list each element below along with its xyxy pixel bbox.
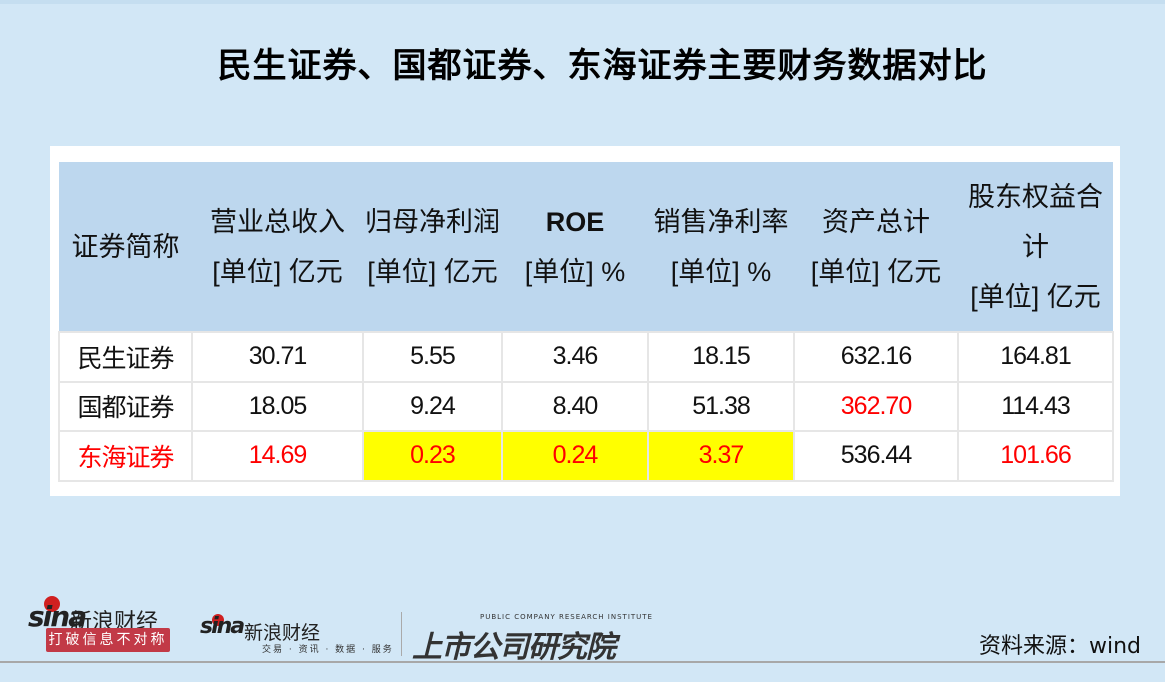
cell-value-emphasis: 362.70	[793, 380, 959, 432]
cell-value: 8.40	[501, 380, 649, 432]
financial-comparison-table: 证券简称 营业总收入 [单位] 亿元 归母净利润 [单位] 亿元 ROE [单位] %…	[58, 162, 1114, 482]
institute-logo-subtitle: PUBLIC COMPANY RESEARCH INSTITUTE	[480, 613, 653, 621]
bottom-divider	[0, 661, 1165, 663]
header-revenue: 营业总收入 [单位] 亿元	[192, 162, 363, 332]
cell-value-highlight: 3.37	[647, 430, 795, 482]
table-row: 国都证券 18.05 9.24 8.40 51.38 362.70 114.43	[58, 380, 1114, 432]
header-total-assets: 资产总计 [单位] 亿元	[794, 162, 958, 332]
table-panel: 证券简称 营业总收入 [单位] 亿元 归母净利润 [单位] 亿元 ROE [单位] %…	[50, 146, 1120, 496]
table-header-row: 证券简称 营业总收入 [单位] 亿元 归母净利润 [单位] 亿元 ROE [单位] %…	[59, 162, 1113, 332]
header-net-margin: 销售净利率 [单位] %	[648, 162, 794, 332]
cell-value-highlight: 0.24	[501, 430, 649, 482]
cell-name: 国都证券	[58, 380, 193, 432]
cell-value: 164.81	[957, 331, 1114, 383]
cell-name-emphasis: 东海证券	[58, 430, 193, 482]
cell-value-emphasis: 101.66	[957, 430, 1114, 482]
cell-value-highlight: 0.23	[362, 430, 503, 482]
cell-name: 民生证券	[58, 331, 193, 383]
header-roe: ROE [单位] %	[502, 162, 648, 332]
table-row: 东海证券 14.69 0.23 0.24 3.37 536.44 101.66	[58, 430, 1114, 482]
top-border	[0, 0, 1165, 4]
institute-logo: 上市公司研究院	[412, 630, 616, 665]
sina-eye-icon	[212, 614, 224, 626]
sina-eye-icon	[44, 596, 60, 612]
cell-value: 632.16	[793, 331, 959, 383]
header-net-profit: 归母净利润 [单位] 亿元	[363, 162, 502, 332]
table-row: 民生证券 30.71 5.55 3.46 18.15 632.16 164.81	[58, 331, 1114, 383]
cell-value: 30.71	[191, 331, 364, 383]
header-name: 证券简称	[59, 162, 192, 332]
cell-value: 536.44	[793, 430, 959, 482]
cell-value: 18.05	[191, 380, 364, 432]
source-note: 资料来源：wind	[978, 634, 1141, 659]
cell-value: 51.38	[647, 380, 795, 432]
cell-value: 5.55	[362, 331, 503, 383]
header-equity: 股东权益合计 [单位] 亿元	[958, 162, 1113, 332]
logo-divider	[401, 612, 402, 656]
cell-value: 3.46	[501, 331, 649, 383]
cell-value: 114.43	[957, 380, 1114, 432]
cell-value: 18.15	[647, 331, 795, 383]
cell-value-emphasis: 14.69	[191, 430, 364, 482]
cell-value: 9.24	[362, 380, 503, 432]
page-title: 民生证券、国都证券、东海证券主要财务数据对比	[217, 46, 988, 86]
